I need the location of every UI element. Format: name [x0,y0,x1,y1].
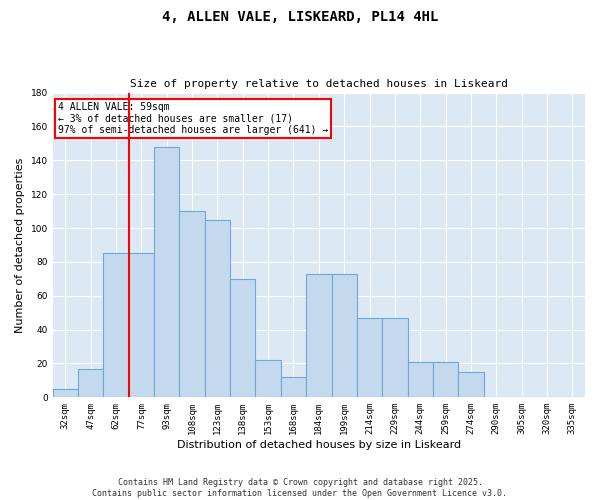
Bar [433,362,458,398]
Title: Size of property relative to detached houses in Liskeard: Size of property relative to detached ho… [130,79,508,89]
Text: 4, ALLEN VALE, LISKEARD, PL14 4HL: 4, ALLEN VALE, LISKEARD, PL14 4HL [162,10,438,24]
Bar [179,211,205,398]
Bar [332,274,357,398]
Bar [458,372,484,398]
Bar [306,274,332,398]
Text: 4 ALLEN VALE: 59sqm
← 3% of detached houses are smaller (17)
97% of semi-detache: 4 ALLEN VALE: 59sqm ← 3% of detached hou… [58,102,328,135]
Bar [103,254,129,398]
Bar [230,279,256,398]
X-axis label: Distribution of detached houses by size in Liskeard: Distribution of detached houses by size … [177,440,461,450]
Bar [205,220,230,398]
Bar [154,146,179,398]
Bar [357,318,382,398]
Bar [382,318,407,398]
Bar [129,254,154,398]
Text: Contains HM Land Registry data © Crown copyright and database right 2025.
Contai: Contains HM Land Registry data © Crown c… [92,478,508,498]
Bar [256,360,281,398]
Bar [407,362,433,398]
Bar [281,377,306,398]
Y-axis label: Number of detached properties: Number of detached properties [15,158,25,332]
Bar [53,389,78,398]
Bar [78,368,103,398]
